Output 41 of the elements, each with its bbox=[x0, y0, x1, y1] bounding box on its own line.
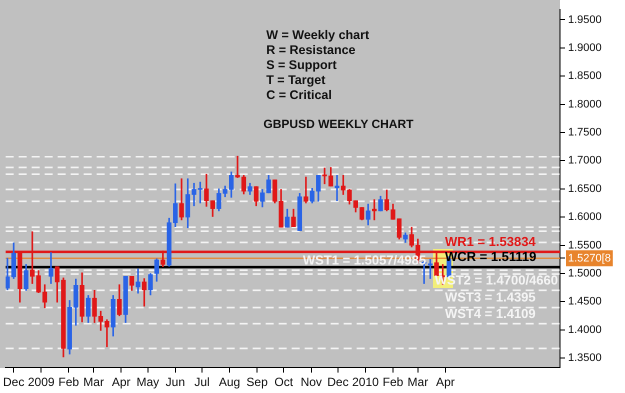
candlestick bbox=[334, 175, 340, 202]
x-tick-label: 2009 bbox=[28, 375, 55, 390]
y-tick-label: 1.4500 bbox=[568, 296, 602, 308]
y-tick-label: 1.9500 bbox=[568, 14, 602, 26]
x-tick-label: Jul bbox=[194, 375, 210, 390]
x-tick-label: 2010 bbox=[352, 375, 380, 390]
annotation: T = Target bbox=[266, 73, 326, 88]
annotation: R = Resistance bbox=[266, 43, 356, 58]
annotation: S = Support bbox=[266, 58, 338, 73]
y-tick-label: 1.7000 bbox=[568, 154, 602, 167]
x-tick-label: Dec bbox=[327, 375, 349, 390]
x-tick-label: Mar bbox=[408, 375, 428, 390]
ref-line-label: WR1 = 1.53834 bbox=[444, 234, 536, 249]
x-tick-label: Dec bbox=[3, 375, 24, 390]
x-tick-label: Jun bbox=[166, 375, 186, 390]
x-tick-label: Aug bbox=[218, 375, 240, 390]
x-tick-label: Feb bbox=[58, 375, 80, 390]
x-tick-label: May bbox=[136, 375, 160, 390]
y-tick-label: 1.9000 bbox=[568, 42, 602, 54]
annotation: W = Weekly chart bbox=[266, 28, 370, 43]
y-tick-label: 1.3500 bbox=[568, 352, 602, 364]
x-tick-label: Apr bbox=[436, 375, 455, 390]
x-tick-label: Mar bbox=[83, 375, 104, 390]
candlestick bbox=[136, 268, 140, 294]
y-tick-label: 1.5500 bbox=[568, 239, 602, 252]
y-tick-label: 1.7500 bbox=[568, 126, 602, 139]
annotation: C = Critical bbox=[266, 88, 333, 103]
y-tick-label: 1.5270[8 bbox=[568, 252, 611, 264]
x-tick-label: Nov bbox=[300, 375, 322, 390]
y-tick-label: 1.4000 bbox=[568, 324, 602, 336]
y-tick-label: 1.6500 bbox=[568, 182, 602, 195]
text: GBPUSD WEEKLY CHART bbox=[263, 117, 414, 131]
y-tick-label: 1.5000 bbox=[568, 267, 602, 280]
x-tick-label: Feb bbox=[382, 375, 404, 390]
candlestick bbox=[304, 176, 308, 204]
x-tick-label: Oct bbox=[274, 375, 294, 390]
y-tick-label: 1.8500 bbox=[568, 70, 602, 82]
y-tick-label: 1.6000 bbox=[568, 211, 602, 224]
x-tick-label: Apr bbox=[112, 375, 131, 390]
x-tick-label: Sep bbox=[246, 375, 268, 390]
y-tick-label: 1.8000 bbox=[568, 98, 602, 110]
